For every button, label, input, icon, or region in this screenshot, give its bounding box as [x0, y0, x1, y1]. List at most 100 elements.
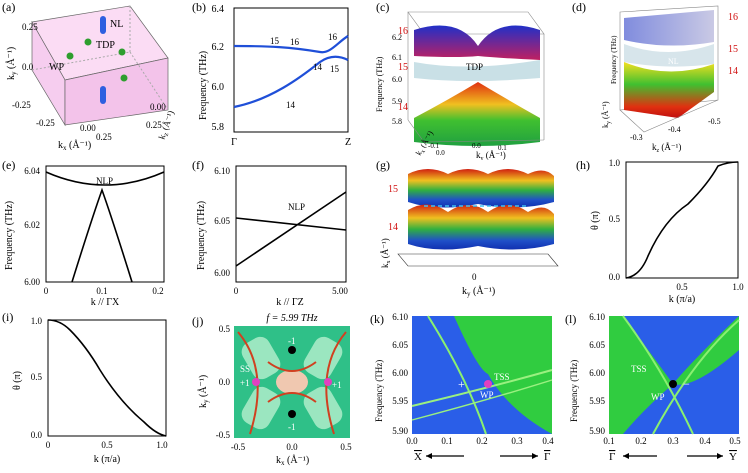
band-label: 14 — [388, 222, 398, 233]
panel-b-plot: 6.4 6.2 6.0 5.8 Γ Z 15 16 14 16 14 15 Fr… — [198, 4, 351, 148]
band-label: 15 — [388, 184, 398, 195]
x-tick: 0.5 — [340, 442, 352, 452]
y-tick: 6.04 — [24, 166, 40, 176]
y-tick: 5.9 — [392, 97, 402, 106]
band-label: 16 — [728, 12, 738, 23]
x-axis-label: k // ΓZ — [276, 297, 303, 308]
axis-ky: ky (Å⁻¹) — [462, 285, 495, 298]
weyl-point-sphere — [84, 38, 92, 46]
x-tick: 0 — [234, 286, 239, 296]
panel-label: (b) — [192, 0, 206, 14]
x-tick: 1.0 — [732, 282, 744, 292]
y-tick: 6.0 — [212, 82, 225, 93]
weyl-point-black — [288, 410, 296, 418]
y-tick: 6.10 — [392, 312, 408, 322]
y-tick: 0.0 — [219, 377, 231, 387]
panel-label: (i) — [2, 310, 14, 324]
label-nlp: NLP — [288, 202, 305, 212]
label-wp: WP — [480, 390, 494, 400]
y-tick: 5.90 — [589, 426, 605, 436]
x-tick: 0.1 — [441, 436, 452, 446]
chirality-label: + — [458, 377, 465, 391]
ky-tick: 0.1 — [498, 144, 507, 152]
kx-tick: 0.0 — [436, 149, 445, 157]
panel-label: (k) — [370, 312, 384, 326]
kz-tick: -0.5 — [708, 117, 721, 126]
panel-b: 6.4 6.2 6.0 5.8 Γ Z 15 16 14 16 14 15 Fr… — [190, 0, 360, 150]
kpoint-label: Γ — [544, 451, 550, 463]
panel-k: TSS WP + 6.10 6.05 6.00 5.95 5.90 0.0 0.… — [368, 310, 563, 468]
surface-band-16 — [624, 10, 714, 46]
panel-title: f = 5.99 THz — [266, 313, 317, 324]
panel-e: NLP 6.04 6.02 6.00 0 0.1 0.2 k // ΓX Fre… — [0, 158, 180, 308]
weyl-point-pink — [252, 378, 260, 386]
x-tick: 0.1 — [603, 436, 614, 446]
y-tick: 5.8 — [212, 122, 225, 133]
x-tick: -0.5 — [231, 442, 246, 452]
label-nl: NL — [110, 19, 123, 30]
y-tick: 6.00 — [589, 368, 605, 378]
panel-h: 1.0 0.5 0.0 0.5 1.0 k (π/a) θ (π) (h) — [576, 158, 748, 308]
band-curve — [71, 187, 133, 283]
x-tick: 1.0 — [156, 440, 168, 450]
weyl-point-sphere — [118, 48, 126, 56]
y-axis-label: Frequency (THz) — [4, 201, 15, 270]
y-tick: 6.2 — [392, 33, 402, 42]
x-tick: 0.4 — [699, 436, 711, 446]
band-label: 16 — [290, 37, 300, 47]
chirality-label: − — [683, 377, 690, 391]
panel-label: (l) — [565, 312, 577, 326]
y-tick: 6.00 — [214, 268, 230, 278]
x-tick: Z — [345, 137, 351, 148]
x-tick: 0 — [44, 286, 49, 296]
panel-i-plot: 1.0 0.5 0.0 0 0.5 1.0 k (π/a) θ (π) — [12, 316, 168, 465]
band-label: 14 — [398, 102, 408, 113]
x-axis-label: kx (Å⁻¹) — [276, 454, 309, 467]
y-tick: 6.00 — [392, 368, 408, 378]
surface-band-14 — [624, 62, 714, 118]
panel-f-plot: NLP 6.10 6.05 6.00 0 5.00 k // ΓZ Freque… — [196, 165, 348, 308]
panel-e-plot: NLP 6.04 6.02 6.00 0 0.1 0.2 k // ΓX Fre… — [4, 165, 165, 308]
tick-x: -0.25 — [36, 118, 55, 128]
x-tick: 0.1 — [96, 286, 107, 296]
panel-l: TSS WP − 6.10 6.05 6.00 5.95 5.90 0.1 0.… — [563, 310, 748, 468]
panel-c: 6.2 6.1 6.0 5.9 5.8 16 15 14 TDP -0.1 0.… — [368, 0, 563, 162]
axis-kz: kz (Å⁻¹) — [652, 142, 681, 154]
band-label: 14 — [286, 100, 296, 110]
panel-f: NLP 6.10 6.05 6.00 0 5.00 k // ΓZ Freque… — [190, 158, 360, 308]
kpoint-label: X — [414, 451, 422, 463]
label-tdp: TDP — [96, 40, 115, 51]
band-label: 16 — [328, 32, 338, 42]
panel-a-graphic: NL TDP WP 0.25 0.0 -0.25 -0.25 0.00 0.25… — [5, 5, 176, 152]
label-tss: TSS — [631, 364, 647, 374]
y-tick: -0.5 — [216, 430, 231, 440]
y-tick: 6.4 — [212, 4, 225, 15]
panel-label: (g) — [376, 158, 390, 172]
label-wp: WP — [651, 392, 665, 402]
chirality-label: +1 — [332, 380, 342, 390]
nodal-line-tube-top — [100, 16, 106, 34]
y-axis-label: θ (π) — [12, 371, 23, 390]
weyl-point-black — [288, 346, 296, 354]
panel-g-surface: 15 14 0 ky (Å⁻¹) kx (Å⁻¹) — [380, 169, 559, 298]
chirality-label: -1 — [288, 422, 296, 432]
weyl-point-pink — [484, 380, 492, 388]
axis-kx: kx (Å⁻¹) — [380, 238, 392, 268]
axis-kx: kx (Å⁻¹) — [58, 139, 91, 150]
panel-label: (h) — [576, 158, 590, 172]
y-axis-label: θ (π) — [590, 211, 601, 230]
panel-g: 15 14 0 ky (Å⁻¹) kx (Å⁻¹) (g) — [368, 158, 563, 308]
surface-band-15 — [408, 169, 554, 208]
y-tick: 5.90 — [392, 426, 408, 436]
y-tick: 0.0 — [31, 430, 43, 440]
weyl-point-sphere — [66, 52, 74, 60]
label-tdp: TDP — [466, 62, 483, 72]
nodal-line-tube-bottom — [100, 86, 106, 104]
panel-d-surface: NL 16 15 14 -0.3 -0.4 -0.5 kz (Å⁻¹) ky (… — [601, 5, 738, 154]
y-tick: 6.05 — [589, 340, 605, 350]
kpoint-label: Γ — [609, 451, 615, 463]
panel-i: 1.0 0.5 0.0 0 0.5 1.0 k (π/a) θ (π) (i) — [0, 310, 180, 468]
y-axis-label: Frequency (THz) — [196, 201, 207, 270]
tick-y: -0.25 — [12, 100, 31, 110]
y-tick: 6.05 — [392, 340, 408, 350]
